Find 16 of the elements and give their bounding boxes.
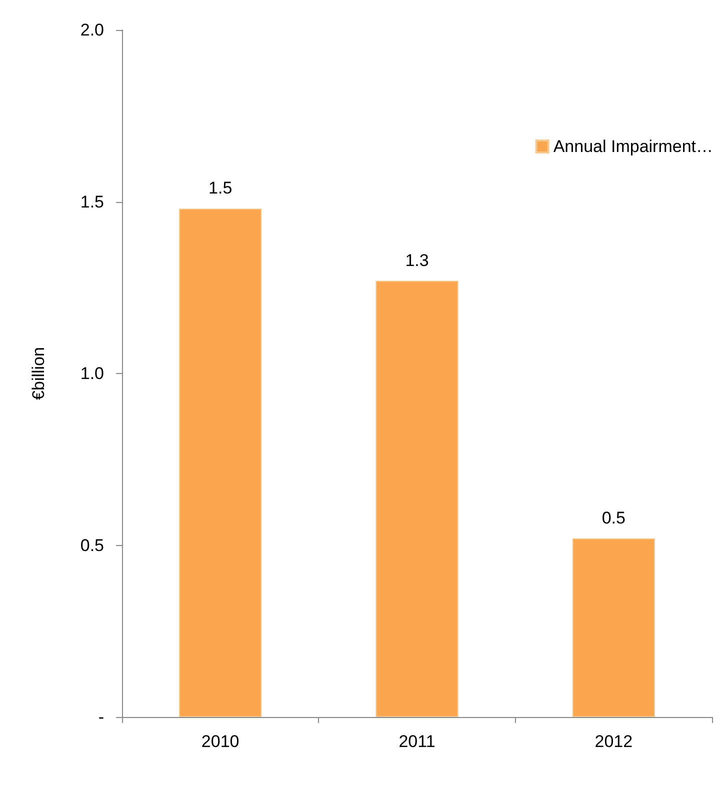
x-tick-label: 2011 bbox=[398, 732, 436, 751]
data-label: 1.3 bbox=[405, 250, 429, 270]
y-tick-label: - bbox=[98, 708, 104, 726]
bar bbox=[179, 208, 262, 717]
data-label: 0.5 bbox=[602, 508, 626, 528]
data-label: 1.5 bbox=[208, 178, 232, 198]
y-tick-label: 0.5 bbox=[80, 536, 104, 555]
y-tick-label: 1.0 bbox=[80, 364, 104, 383]
bar bbox=[572, 538, 655, 717]
bar bbox=[376, 280, 458, 717]
y-axis-title: €billion bbox=[29, 347, 48, 400]
legend-label: Annual Impairment… bbox=[553, 137, 714, 156]
x-tick-label: 2012 bbox=[594, 732, 633, 751]
x-tick-label: 2010 bbox=[201, 732, 240, 751]
y-tick-label: 1.5 bbox=[80, 192, 104, 212]
y-tick-label: 2.0 bbox=[80, 20, 104, 40]
